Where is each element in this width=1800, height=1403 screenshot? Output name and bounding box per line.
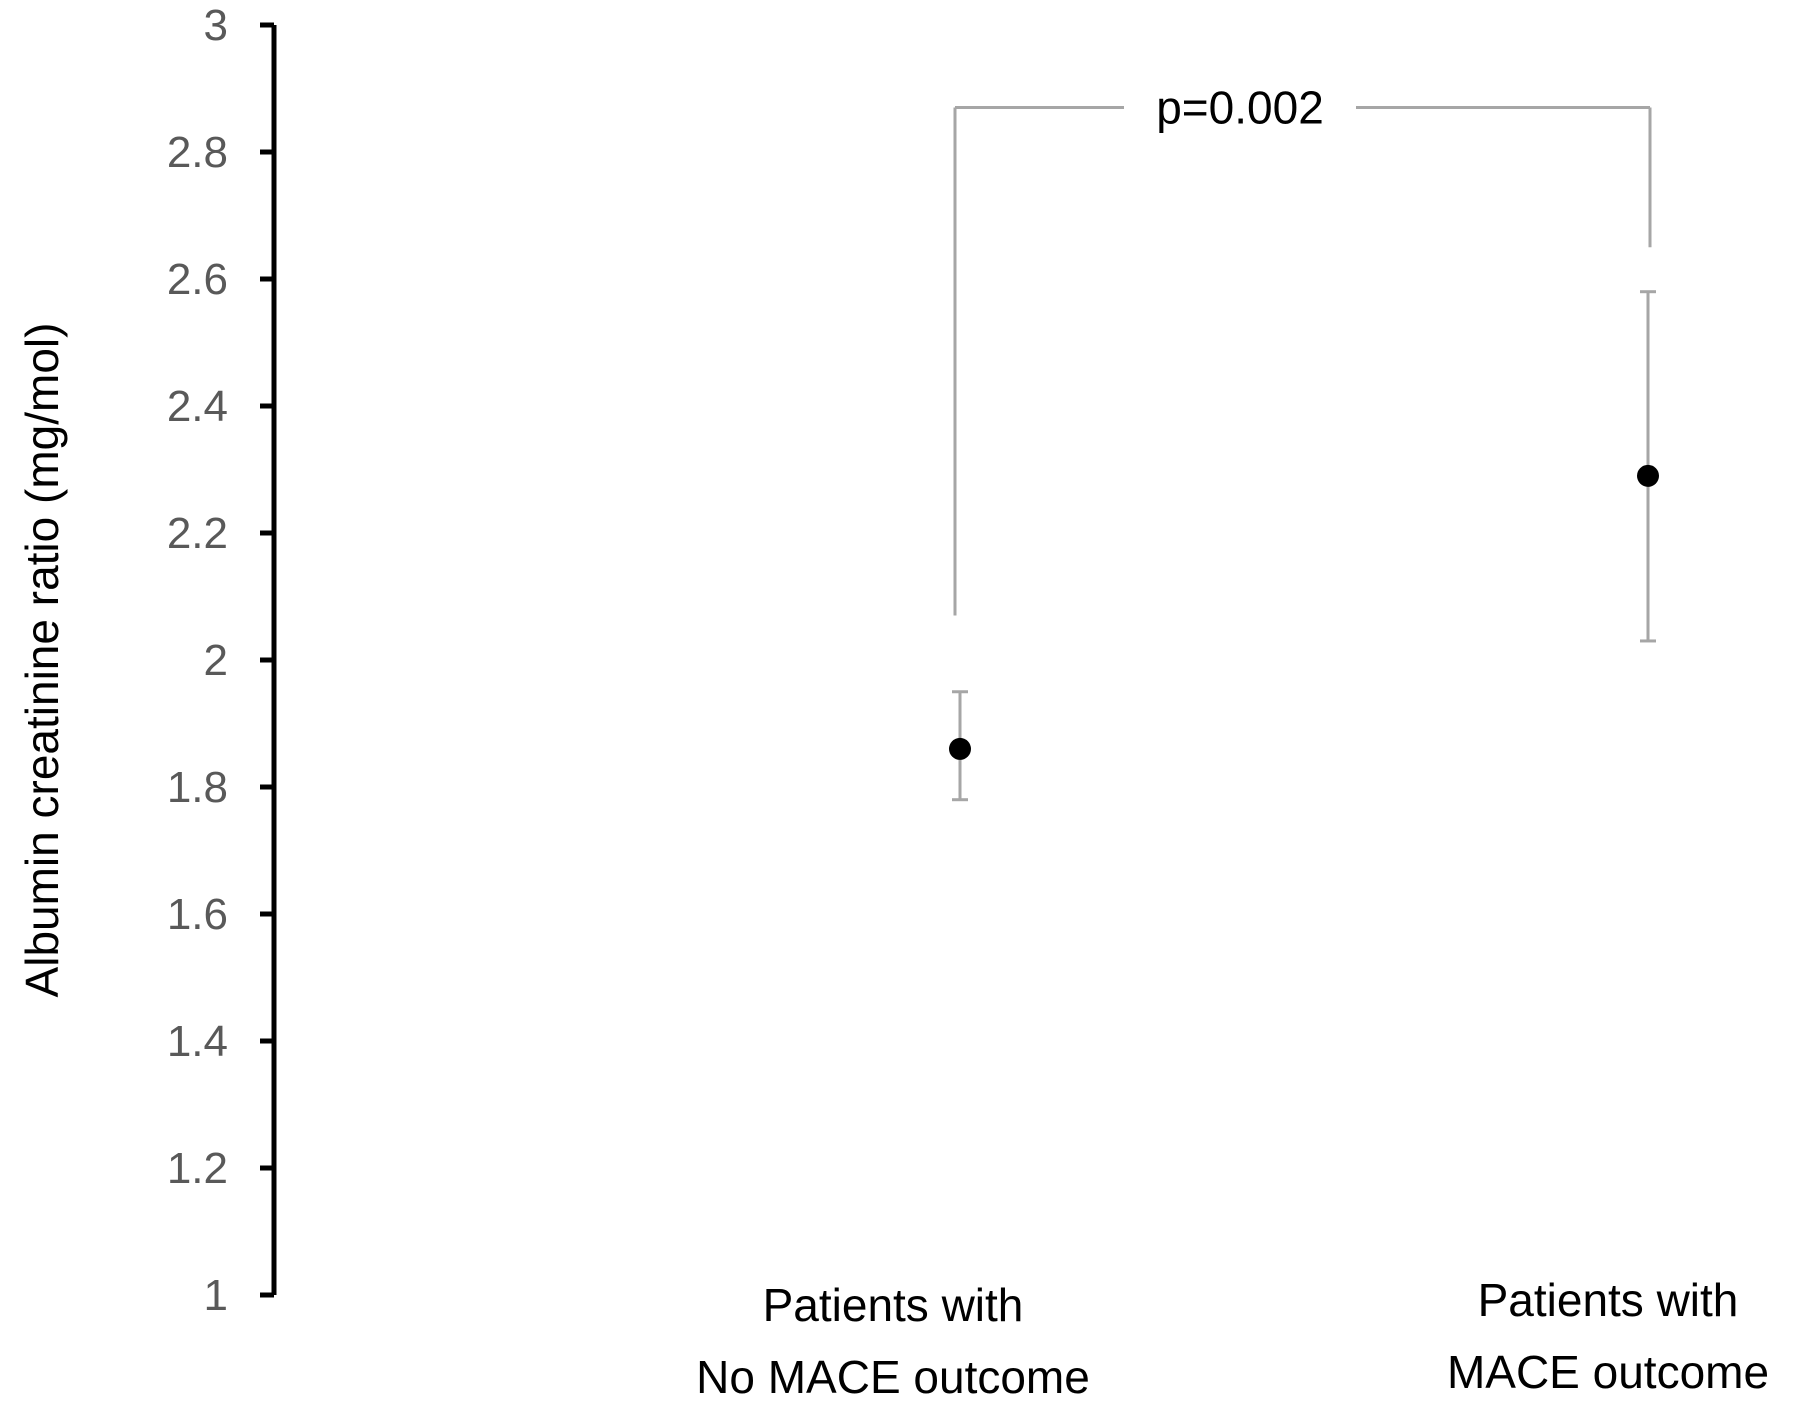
y-tick-label: 1.6 [167,890,228,939]
y-tick-label: 2.4 [167,382,228,431]
y-tick-label: 1.8 [167,763,228,812]
y-tick-label: 1 [204,1271,228,1320]
category-label: MACE outcome [1447,1346,1769,1398]
error-bars [952,290,1656,802]
p-value-annotation: p=0.002 [1156,82,1324,134]
y-tick-label: 3 [204,1,228,50]
category-label: Patients with [1478,1274,1739,1326]
significance-bracket: p=0.002 [953,82,1652,616]
category-label: Patients with [763,1279,1024,1331]
y-tick-label: 2 [204,636,228,685]
y-tick-label: 2.8 [167,128,228,177]
y-axis-title: Albumin creatinine ratio (mg/mol) [16,323,68,998]
y-ticks: 1 1.2 1.4 1.6 1.8 2 2.2 2.4 2.6 2.8 3 [167,1,274,1320]
y-tick-label: 2.6 [167,255,228,304]
y-tick-label: 1.2 [167,1144,228,1193]
y-tick-label: 1.4 [167,1017,228,1066]
data-point [949,737,971,760]
y-tick-label: 2.2 [167,509,228,558]
category-label: No MACE outcome [696,1351,1090,1403]
data-points [949,464,1659,760]
data-point [1637,464,1659,487]
category-labels: Patients with No MACE outcome Patients wit… [696,1274,1769,1403]
